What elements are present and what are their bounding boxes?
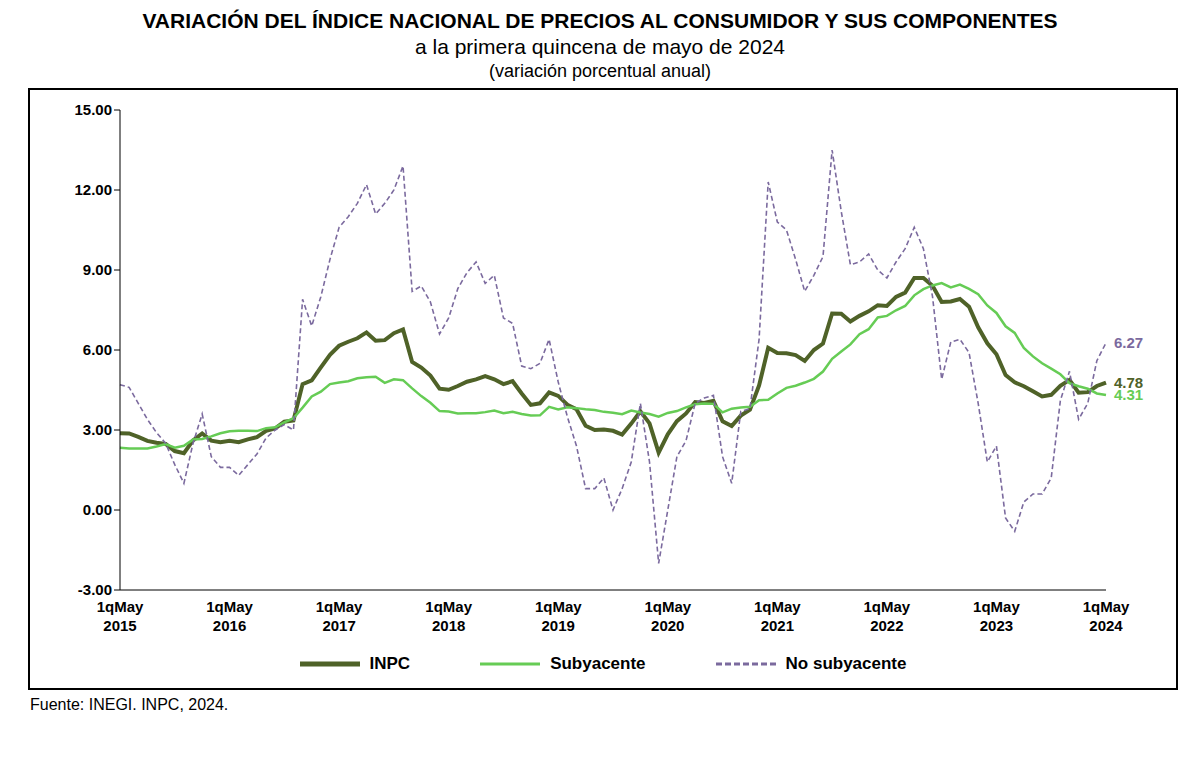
svg-text:15.00: 15.00 bbox=[74, 101, 112, 118]
svg-text:1qMay2015: 1qMay2015 bbox=[97, 598, 144, 634]
svg-text:1qMay2016: 1qMay2016 bbox=[206, 598, 253, 634]
svg-text:-3.00: -3.00 bbox=[78, 581, 112, 598]
svg-text:6.00: 6.00 bbox=[83, 341, 112, 358]
html-text:a la primera quincena de mayo: a la primera quincena de mayo de 2024 bbox=[415, 35, 785, 58]
svg-text:1qMay2017: 1qMay2017 bbox=[316, 598, 363, 634]
svg-text:12.00: 12.00 bbox=[74, 181, 112, 198]
svg-text:1qMay2018: 1qMay2018 bbox=[425, 598, 472, 634]
html-text:VARIACIÓN DEL ÍNDICE NACIONAL: VARIACIÓN DEL ÍNDICE NACIONAL DE PRECIOS… bbox=[142, 9, 1058, 32]
svg-text:9.00: 9.00 bbox=[83, 261, 112, 278]
svg-text:3.00: 3.00 bbox=[83, 421, 112, 438]
svg-text:1qMay2020: 1qMay2020 bbox=[644, 598, 691, 634]
svg-text:1qMay2023: 1qMay2023 bbox=[973, 598, 1020, 634]
svg-text:1qMay2024: 1qMay2024 bbox=[1083, 598, 1130, 634]
svg-text:4.31: 4.31 bbox=[1114, 386, 1143, 403]
svg-text:0.00: 0.00 bbox=[83, 501, 112, 518]
html-text:Subyacente: Subyacente bbox=[550, 654, 646, 673]
html-text:Fuente: INEGI. INPC, 2024.: Fuente: INEGI. INPC, 2024. bbox=[30, 696, 229, 713]
html-text:No subyacente: No subyacente bbox=[785, 654, 907, 673]
svg-text:1qMay2019: 1qMay2019 bbox=[535, 598, 582, 634]
html-text:(variación porcentual anual): (variación porcentual anual) bbox=[488, 61, 712, 81]
svg-text:4.78: 4.78 bbox=[1114, 373, 1144, 391]
svg-text:1qMay2021: 1qMay2021 bbox=[754, 598, 801, 634]
svg-text:6.27: 6.27 bbox=[1114, 334, 1143, 351]
svg-text:1qMay2022: 1qMay2022 bbox=[864, 598, 911, 634]
html-text:INPC: INPC bbox=[369, 654, 411, 673]
